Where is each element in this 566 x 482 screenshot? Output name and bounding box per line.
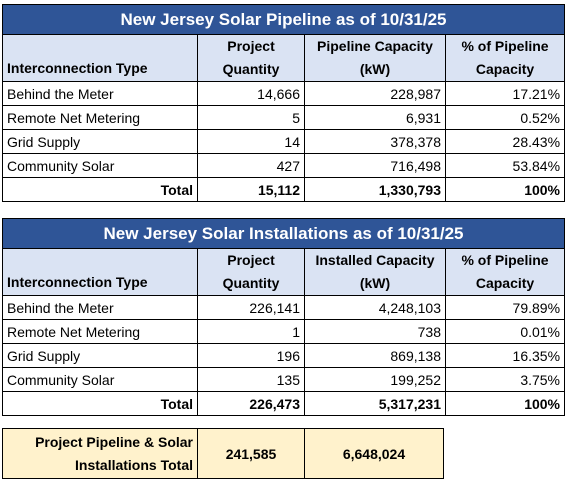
- grand-total-label: Project Pipeline & Solar Installations To…: [2, 428, 198, 479]
- row-percent: 16.35%: [444, 343, 566, 368]
- header-interconnection-type: Interconnection Type: [2, 248, 198, 296]
- row-quantity: 427: [197, 153, 305, 178]
- row-percent: 79.89%: [444, 295, 566, 320]
- installations-table: New Jersey Solar Installations as of 10/…: [1, 218, 566, 416]
- header-pipeline-capacity: Pipeline Capacity (kW): [304, 34, 446, 82]
- pipeline-title-row: New Jersey Solar Pipeline as of 10/31/25: [1, 4, 566, 35]
- pipeline-total-row: Total 15,112 1,330,793 100%: [2, 177, 566, 202]
- table-row: Community Solar 427 716,498 53.84%: [2, 153, 566, 178]
- row-quantity: 1: [197, 319, 305, 344]
- header-interconnection-type: Interconnection Type: [2, 34, 198, 82]
- header-project-quantity: Project Quantity: [197, 248, 305, 296]
- row-percent: 3.75%: [444, 367, 566, 392]
- row-type: Remote Net Metering: [2, 105, 198, 130]
- header-percent-capacity: % of Pipeline Capacity: [444, 34, 566, 82]
- row-percent: 28.43%: [444, 129, 566, 154]
- row-percent: 0.01%: [444, 319, 566, 344]
- header-percent-capacity: % of Pipeline Capacity: [444, 248, 566, 296]
- row-quantity: 226,141: [197, 295, 305, 320]
- total-capacity: 5,317,231: [304, 391, 446, 416]
- header-project-quantity: Project Quantity: [197, 34, 305, 82]
- row-quantity: 14,666: [197, 81, 305, 106]
- row-quantity: 135: [197, 367, 305, 392]
- total-label: Total: [2, 177, 198, 202]
- row-type: Grid Supply: [2, 129, 198, 154]
- row-capacity: 738: [304, 319, 446, 344]
- row-capacity: 228,987: [304, 81, 446, 106]
- row-percent: 53.84%: [444, 153, 566, 178]
- row-quantity: 5: [197, 105, 305, 130]
- row-type: Community Solar: [2, 367, 198, 392]
- row-type: Grid Supply: [2, 343, 198, 368]
- total-label: Total: [2, 391, 198, 416]
- table-row: Grid Supply 14 378,378 28.43%: [2, 129, 566, 154]
- grand-total-quantity: 241,585: [197, 428, 305, 479]
- row-percent: 17.21%: [444, 81, 566, 106]
- table-row: Grid Supply 196 869,138 16.35%: [2, 343, 566, 368]
- total-percent: 100%: [444, 391, 566, 416]
- installations-title: New Jersey Solar Installations as of 10/…: [1, 218, 566, 249]
- installations-title-row: New Jersey Solar Installations as of 10/…: [1, 218, 566, 249]
- row-quantity: 14: [197, 129, 305, 154]
- row-type: Remote Net Metering: [2, 319, 198, 344]
- row-capacity: 378,378: [304, 129, 446, 154]
- pipeline-header-row: Interconnection Type Project Quantity Pip…: [2, 34, 566, 82]
- header-installed-capacity: Installed Capacity (kW): [304, 248, 446, 296]
- total-percent: 100%: [444, 177, 566, 202]
- row-capacity: 869,138: [304, 343, 446, 368]
- grand-total-capacity: 6,648,024: [304, 428, 444, 479]
- pipeline-title: New Jersey Solar Pipeline as of 10/31/25: [1, 4, 566, 35]
- row-type: Community Solar: [2, 153, 198, 178]
- row-capacity: 199,252: [304, 367, 446, 392]
- total-quantity: 15,112: [197, 177, 305, 202]
- installations-header-row: Interconnection Type Project Quantity Ins…: [2, 248, 566, 296]
- row-type: Behind the Meter: [2, 295, 198, 320]
- row-capacity: 4,248,103: [304, 295, 446, 320]
- row-percent: 0.52%: [444, 105, 566, 130]
- row-capacity: 6,931: [304, 105, 446, 130]
- total-capacity: 1,330,793: [304, 177, 446, 202]
- grand-total-row: Project Pipeline & Solar Installations To…: [2, 428, 444, 479]
- pipeline-table: New Jersey Solar Pipeline as of 10/31/25…: [1, 4, 566, 202]
- table-row: Community Solar 135 199,252 3.75%: [2, 367, 566, 392]
- total-quantity: 226,473: [197, 391, 305, 416]
- table-row: Behind the Meter 226,141 4,248,103 79.89…: [2, 295, 566, 320]
- row-quantity: 196: [197, 343, 305, 368]
- table-row: Remote Net Metering 5 6,931 0.52%: [2, 105, 566, 130]
- table-row: Remote Net Metering 1 738 0.01%: [2, 319, 566, 344]
- row-capacity: 716,498: [304, 153, 446, 178]
- grand-total-table: Project Pipeline & Solar Installations To…: [2, 428, 444, 479]
- row-type: Behind the Meter: [2, 81, 198, 106]
- installations-total-row: Total 226,473 5,317,231 100%: [2, 391, 566, 416]
- table-row: Behind the Meter 14,666 228,987 17.21%: [2, 81, 566, 106]
